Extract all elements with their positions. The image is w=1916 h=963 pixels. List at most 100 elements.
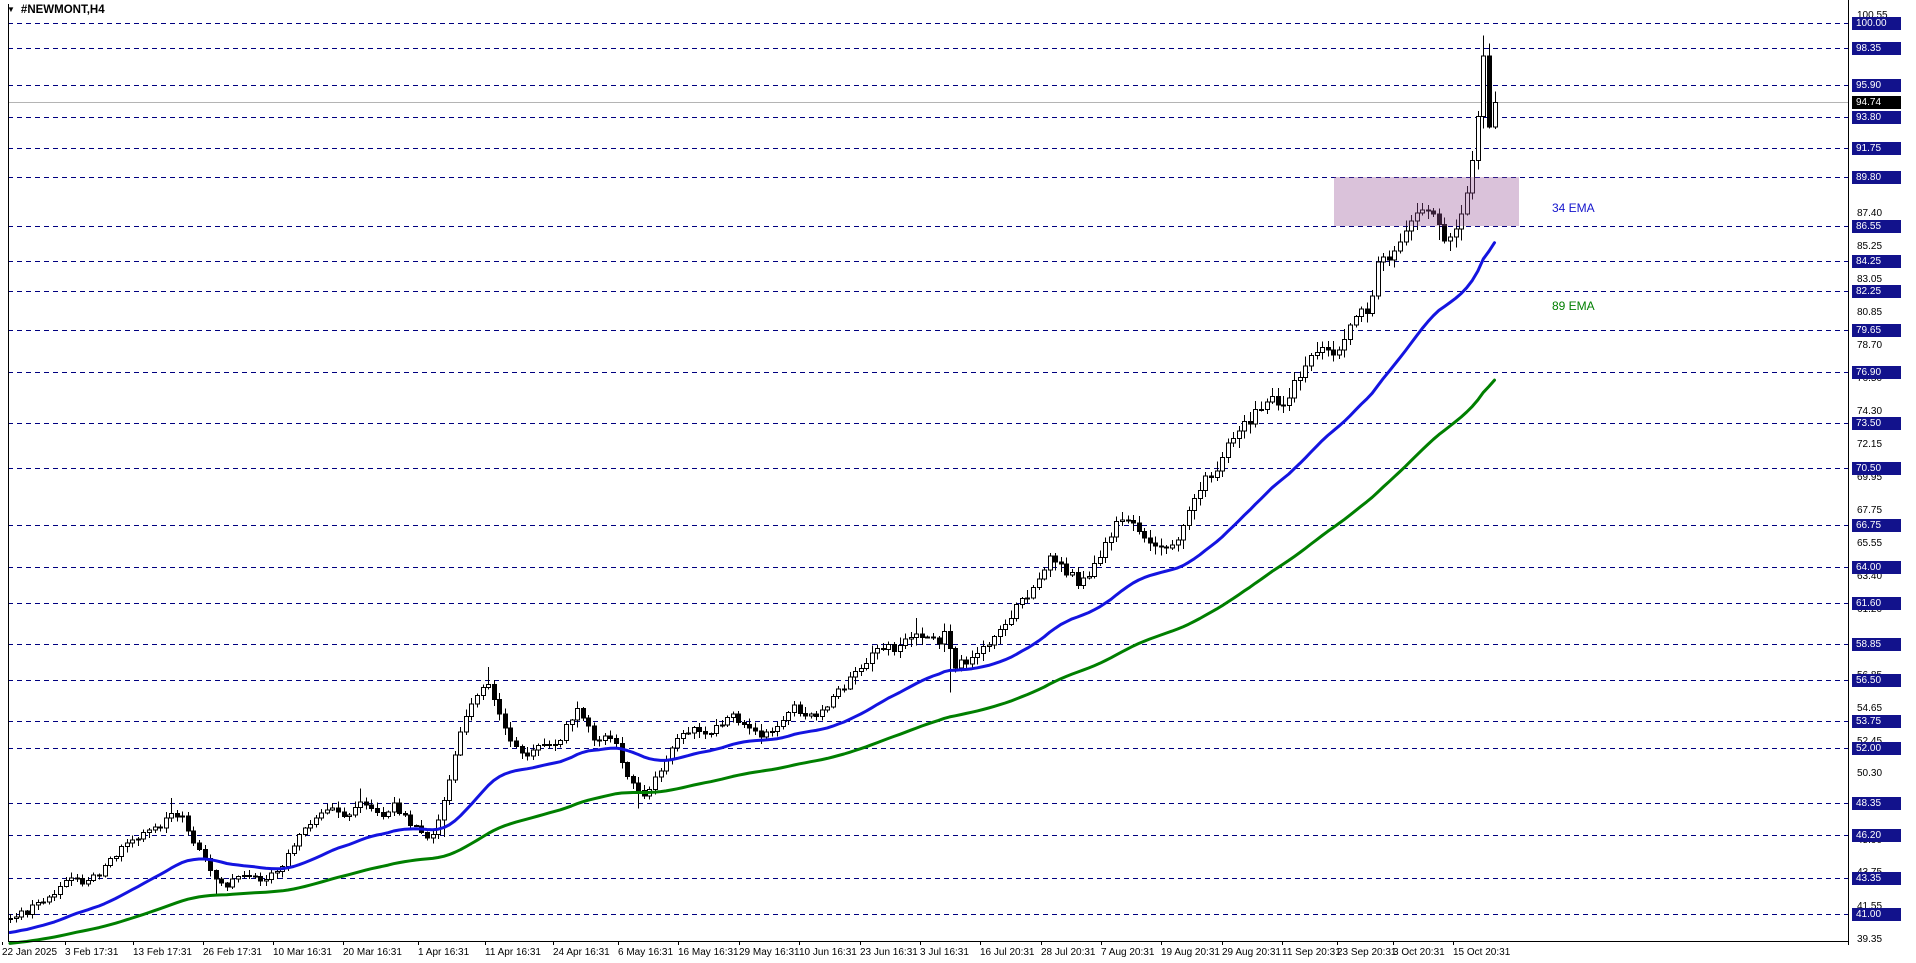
candles-layer <box>8 35 1498 923</box>
candle-body <box>186 815 191 832</box>
time-axis-label: 29 May 16:31 <box>739 947 800 958</box>
ema89-text-label: 89 EMA <box>1552 299 1595 313</box>
candle-body <box>697 726 702 733</box>
candle-body <box>848 676 853 690</box>
candle-body <box>80 877 85 885</box>
candle-body <box>1148 537 1153 544</box>
candle-body <box>392 802 397 813</box>
candle-body <box>458 731 463 756</box>
candle-body <box>108 857 113 867</box>
candle-body <box>1370 295 1375 315</box>
candle-body <box>831 695 836 708</box>
candle-body <box>931 636 936 639</box>
candle-body <box>1048 555 1053 571</box>
candle-body <box>1448 236 1453 242</box>
gridlines-layer <box>8 23 1853 915</box>
price-level-badge: 53.75 <box>1852 715 1901 728</box>
time-axis-label: 20 Mar 16:31 <box>343 947 402 958</box>
supply-zone-rectangle[interactable] <box>1334 177 1519 227</box>
ema34-text-label: 34 EMA <box>1552 201 1595 215</box>
candle-body <box>892 643 897 652</box>
candle-body <box>180 815 185 818</box>
candle-body <box>1404 230 1409 243</box>
candle-body <box>147 829 152 833</box>
candle-body <box>375 807 380 813</box>
candle-body <box>497 698 502 715</box>
price-tick-label: 63.40 <box>1857 571 1883 582</box>
candle-body <box>86 879 91 885</box>
dropdown-arrow-icon[interactable]: ▼ <box>7 5 15 14</box>
candle-body <box>1459 213 1464 230</box>
price-level-badge: 66.75 <box>1852 519 1901 532</box>
candle-body <box>136 838 141 841</box>
candle-body <box>242 875 247 878</box>
candle-body <box>1420 209 1425 214</box>
time-axis-label: 11 Apr 16:31 <box>485 947 541 958</box>
candle-body <box>975 653 980 659</box>
price-level-badge: 58.85 <box>1852 638 1901 651</box>
candle-body <box>1309 354 1314 367</box>
chart-title: ▼ #NEWMONT,H4 <box>7 3 105 17</box>
candle-body <box>286 853 291 868</box>
price-tick-label: 39.35 <box>1857 934 1883 945</box>
candle-body <box>1376 261 1381 297</box>
candle-body <box>1253 408 1258 425</box>
candle-body <box>692 726 697 734</box>
candle-body <box>8 917 13 920</box>
candle-body <box>508 727 513 742</box>
price-tick-label: 41.55 <box>1857 901 1883 912</box>
price-tick-label: 78.70 <box>1857 340 1883 351</box>
price-level-badge: 89.80 <box>1852 171 1901 184</box>
candle-body <box>775 725 780 733</box>
candle-body <box>1187 509 1192 527</box>
candle-body <box>1092 563 1097 577</box>
candle-body <box>342 811 347 818</box>
candle-body <box>1315 351 1320 356</box>
time-axis[interactable]: 22 Jan 2025 3 Feb 17:31 13 Feb 17:31 26 Feb… <box>0 946 1916 961</box>
price-level-badge: 73.50 <box>1852 417 1901 430</box>
price-level-badge: 70.50 <box>1852 462 1901 475</box>
price-level-badge: 95.90 <box>1852 79 1901 92</box>
candle-body <box>1109 536 1114 544</box>
price-level-badge: 46.20 <box>1852 829 1901 842</box>
candle-body <box>1281 404 1286 407</box>
time-axis-label: 23 Sep 20:31 <box>1337 947 1397 958</box>
candle-body <box>1276 395 1281 406</box>
candle-body <box>970 657 975 665</box>
candle-body <box>258 875 263 882</box>
candle-body <box>686 732 691 735</box>
candle-body <box>431 834 436 839</box>
candle-body <box>52 893 57 898</box>
candle-body <box>1481 55 1486 118</box>
candle-body <box>175 812 180 818</box>
candle-body <box>1359 308 1364 318</box>
candle-body <box>898 644 903 652</box>
candle-body <box>859 668 864 673</box>
candle-body <box>1031 587 1036 599</box>
price-axis[interactable]: 94.74 100.00 98.35 95.90 93.80 91.75 89.80 86.… <box>1849 0 1916 945</box>
candle-body <box>864 663 869 670</box>
candle-body <box>103 865 108 877</box>
candle-body <box>1087 575 1092 579</box>
candle-body <box>1342 339 1347 351</box>
time-axis-label: 26 Feb 17:31 <box>203 947 262 958</box>
candle-body <box>64 879 69 888</box>
candle-body <box>1442 224 1447 242</box>
candle-body <box>214 870 219 880</box>
price-level-badge: 93.80 <box>1852 111 1901 124</box>
time-axis-label: 19 Aug 20:31 <box>1161 947 1220 958</box>
price-level-badge: 76.90 <box>1852 366 1901 379</box>
candle-body <box>1220 456 1225 472</box>
candle-body <box>786 712 791 721</box>
candle-body <box>1398 241 1403 252</box>
candle-body <box>486 683 491 689</box>
candle-body <box>703 731 708 735</box>
candle-body <box>675 737 680 749</box>
candle-body <box>881 648 886 651</box>
candle-body <box>503 713 508 729</box>
candle-body <box>536 744 541 751</box>
price-level-badge: 41.00 <box>1852 908 1901 921</box>
candle-body <box>247 875 252 878</box>
candle-body <box>169 812 174 819</box>
